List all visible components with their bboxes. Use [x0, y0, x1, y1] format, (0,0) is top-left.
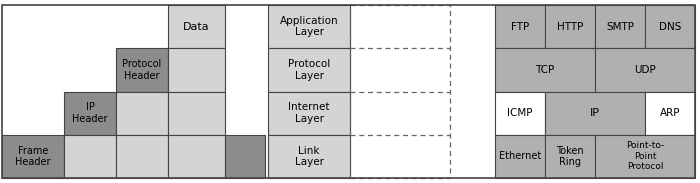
Bar — [168, 135, 225, 178]
Bar — [545, 5, 595, 48]
Text: IP: IP — [590, 108, 600, 118]
Bar — [595, 48, 695, 92]
Text: Point-to-
Point
Protocol: Point-to- Point Protocol — [626, 141, 664, 171]
Bar — [595, 135, 695, 178]
Bar — [168, 48, 225, 92]
Bar — [168, 92, 225, 135]
Bar — [116, 92, 168, 135]
Bar — [495, 5, 545, 48]
Bar — [64, 135, 116, 178]
Text: ICMP: ICMP — [508, 108, 533, 118]
Bar — [645, 92, 695, 135]
Text: Protocol
Layer: Protocol Layer — [288, 59, 330, 81]
Bar — [2, 135, 64, 178]
Bar — [495, 135, 545, 178]
Text: Frame
Header: Frame Header — [15, 145, 50, 167]
Bar — [495, 48, 595, 92]
Text: HTTP: HTTP — [556, 22, 583, 32]
Bar — [268, 5, 350, 48]
Text: DNS: DNS — [659, 22, 681, 32]
Bar — [268, 92, 350, 135]
Text: Internet
Layer: Internet Layer — [288, 102, 330, 124]
Text: Token
Ring: Token Ring — [556, 145, 584, 167]
Bar — [545, 92, 645, 135]
Text: IP
Header: IP Header — [72, 102, 108, 124]
Bar — [645, 5, 695, 48]
Text: FTP: FTP — [511, 22, 529, 32]
Text: ARP: ARP — [659, 108, 680, 118]
Text: UDP: UDP — [634, 65, 656, 75]
Text: Ethernet: Ethernet — [499, 151, 541, 161]
Bar — [268, 48, 350, 92]
Bar — [116, 135, 168, 178]
Text: Protocol
Header: Protocol Header — [122, 59, 162, 81]
Bar — [268, 135, 350, 178]
Bar — [350, 5, 450, 178]
Bar — [545, 135, 595, 178]
Bar — [495, 92, 545, 135]
Text: Link
Layer: Link Layer — [295, 145, 323, 167]
Text: Data: Data — [183, 22, 210, 32]
Text: SMTP: SMTP — [606, 22, 634, 32]
Bar — [225, 135, 265, 178]
Bar — [64, 92, 116, 135]
Text: Application
Layer: Application Layer — [280, 16, 338, 38]
Bar — [116, 48, 168, 92]
Bar — [168, 5, 225, 48]
Text: TCP: TCP — [536, 65, 554, 75]
Bar — [595, 5, 645, 48]
